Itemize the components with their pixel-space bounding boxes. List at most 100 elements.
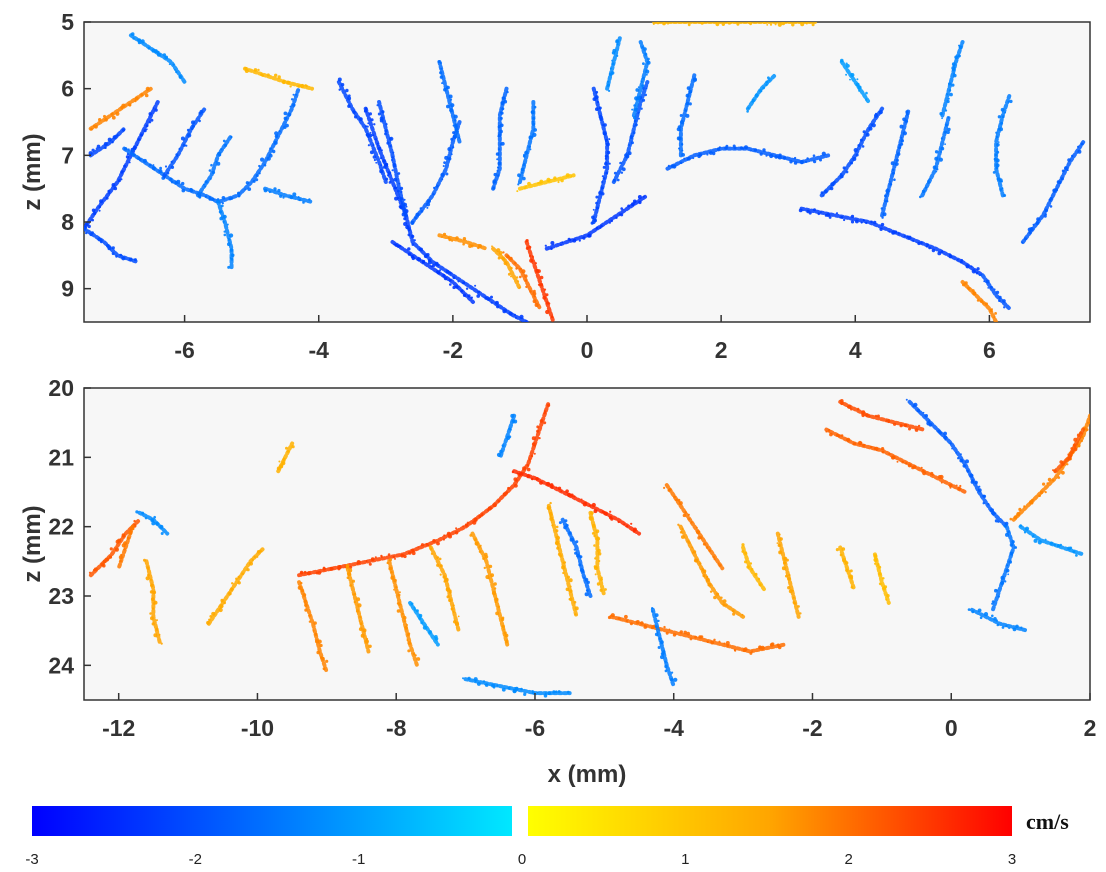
top-vessel-25-speckle [612,86,648,182]
bottom-vessel-6-speckle [299,403,551,576]
bottom-y-tick-label: 20 [48,375,74,401]
top-y-tick-label: 6 [61,76,74,102]
bottom-vessel-5-speckle [276,445,295,471]
top-x-tick-label: 6 [983,337,996,363]
top-vessel-41 [839,60,871,104]
bottom-vessel-11-speckle [469,534,509,644]
top-vessel-20-speckle [491,245,521,289]
bottom-vessel-10-speckle [429,545,460,626]
top-x-ticks: -6 -4 -2 0 2 4 6 [174,315,996,363]
bottom-panel: -12 -10 -8 -6 -4 -2 0 2 20 21 22 23 24 z (mm) x (mm… [19,375,1096,788]
top-vessel-23-speckle [544,195,645,250]
top-vessel-3-speckle [123,93,297,205]
bottom-vessel-28 [838,399,926,432]
top-vessel-17-speckle [492,90,509,190]
top-vessel-12 [390,240,475,304]
bottom-y-tick-label: 22 [48,514,74,540]
bottom-vessel-9-speckle [386,558,421,661]
top-vessel-15-speckle [337,77,389,181]
top-y-tick-label: 7 [61,142,74,168]
bottom-vessel-34-speckle [967,608,1023,632]
colorbar-unit-label: cm/s [1026,809,1069,834]
bottom-vessel-32-speckle [1052,431,1083,473]
top-vessel-36-speckle [939,44,963,120]
top-vessel-21-speckle [525,239,554,319]
x-axis-label: x (mm) [548,761,627,788]
bottom-vessel-21-speckle [607,613,782,655]
top-vessel-28-speckle [667,144,826,169]
top-vessel-5-speckle [216,199,235,269]
top-vessel-26-speckle [631,46,651,120]
top-vessel-2-speckle [88,128,125,156]
bottom-vessel-30 [990,524,1016,612]
top-x-tick-label: -6 [174,337,194,363]
top-x-tick-label: 2 [715,337,728,363]
top-y-ticks: 5 6 7 8 9 [61,9,91,302]
top-vessel-31-speckle [652,22,815,27]
top-vessel-6-speckle [198,135,233,199]
top-vessel-7 [263,186,315,204]
top-vessel-10-speckle [130,32,182,79]
bottom-vessel-26-speckle [410,602,439,641]
top-vessel-19-speckle [502,251,539,307]
top-vessel-14-speckle [410,124,458,225]
top-vessel-37-speckle [962,281,997,319]
bottom-x-ticks: -12 -10 -8 -6 -4 -2 0 2 [102,693,1096,741]
bottom-vessel-12 [512,469,642,536]
top-vessel-11-speckle [363,107,527,322]
bottom-x-tick-label: 2 [1084,715,1097,741]
bottom-vessel-16-speckle [677,523,744,616]
top-y-tick-label: 9 [61,276,74,302]
top-vessel-18-speckle [517,105,537,186]
top-vessel-layer [84,22,1086,322]
top-vessel-35-speckle [919,116,951,199]
bottom-vessel-33-speckle [1019,524,1078,557]
bottom-x-tick-label: -12 [102,715,135,741]
colorbar-ticks: -3 -2 -1 0 1 2 3 [25,851,1016,868]
top-vessel-29 [678,73,697,158]
bottom-x-tick-label: -6 [525,715,545,741]
bottom-y-tick-label: 21 [48,444,74,470]
top-y-axis-label: z (mm) [19,133,46,210]
bottom-vessel-13-speckle [546,501,579,616]
colorbar-tick-label: -1 [352,851,365,868]
top-plot-area [83,21,1091,323]
top-vessel-12-speckle [393,243,473,299]
top-vessel-42 [517,173,576,191]
bottom-vessel-22-speckle [651,607,678,682]
top-vessel-38-speckle [978,273,1006,309]
bottom-vessel-7-speckle [297,581,329,671]
top-vessel-21 [524,240,556,322]
bottom-vessel-17-speckle [741,543,762,587]
top-vessel-41-speckle [840,58,868,101]
top-vessel-39-speckle [1021,142,1084,244]
bottom-vessel-2-speckle [143,558,163,645]
bottom-vessel-19 [838,545,857,592]
top-vessel-7-speckle [263,187,311,204]
bottom-vessel-29-speckle [905,398,1009,526]
bottom-vessel-30-speckle [991,524,1018,605]
top-vessel-16-speckle [437,60,461,139]
top-vessel-13-speckle [376,104,408,217]
top-vessel-34 [880,106,911,218]
top-x-tick-label: -4 [309,337,330,363]
top-vessel-34-speckle [880,110,909,219]
bottom-vessel-23-speckle [462,676,570,698]
bottom-vessel-18-speckle [776,533,802,615]
colorbar: -3 -2 -1 0 1 2 3 cm/s [25,806,1069,868]
colorbar-zero-gap [512,806,528,836]
bottom-vessel-27-speckle [825,428,962,491]
bottom-vessel-4-speckle [206,550,263,625]
bottom-vessel-25-speckle [496,413,518,457]
bottom-y-tick-label: 23 [48,583,74,609]
top-vessel-22-speckle [441,232,482,250]
top-vessel-1-speckle [84,227,137,262]
bottom-vessel-24-speckle [558,519,590,597]
top-vessel-36 [940,40,965,118]
bottom-vessel-28-speckle [840,399,921,432]
bottom-y-ticks: 20 21 22 23 24 [48,375,91,678]
bottom-vessel-0-speckle [88,519,137,574]
bottom-vessel-1-speckle [118,527,135,563]
top-vessel-26 [631,40,650,118]
